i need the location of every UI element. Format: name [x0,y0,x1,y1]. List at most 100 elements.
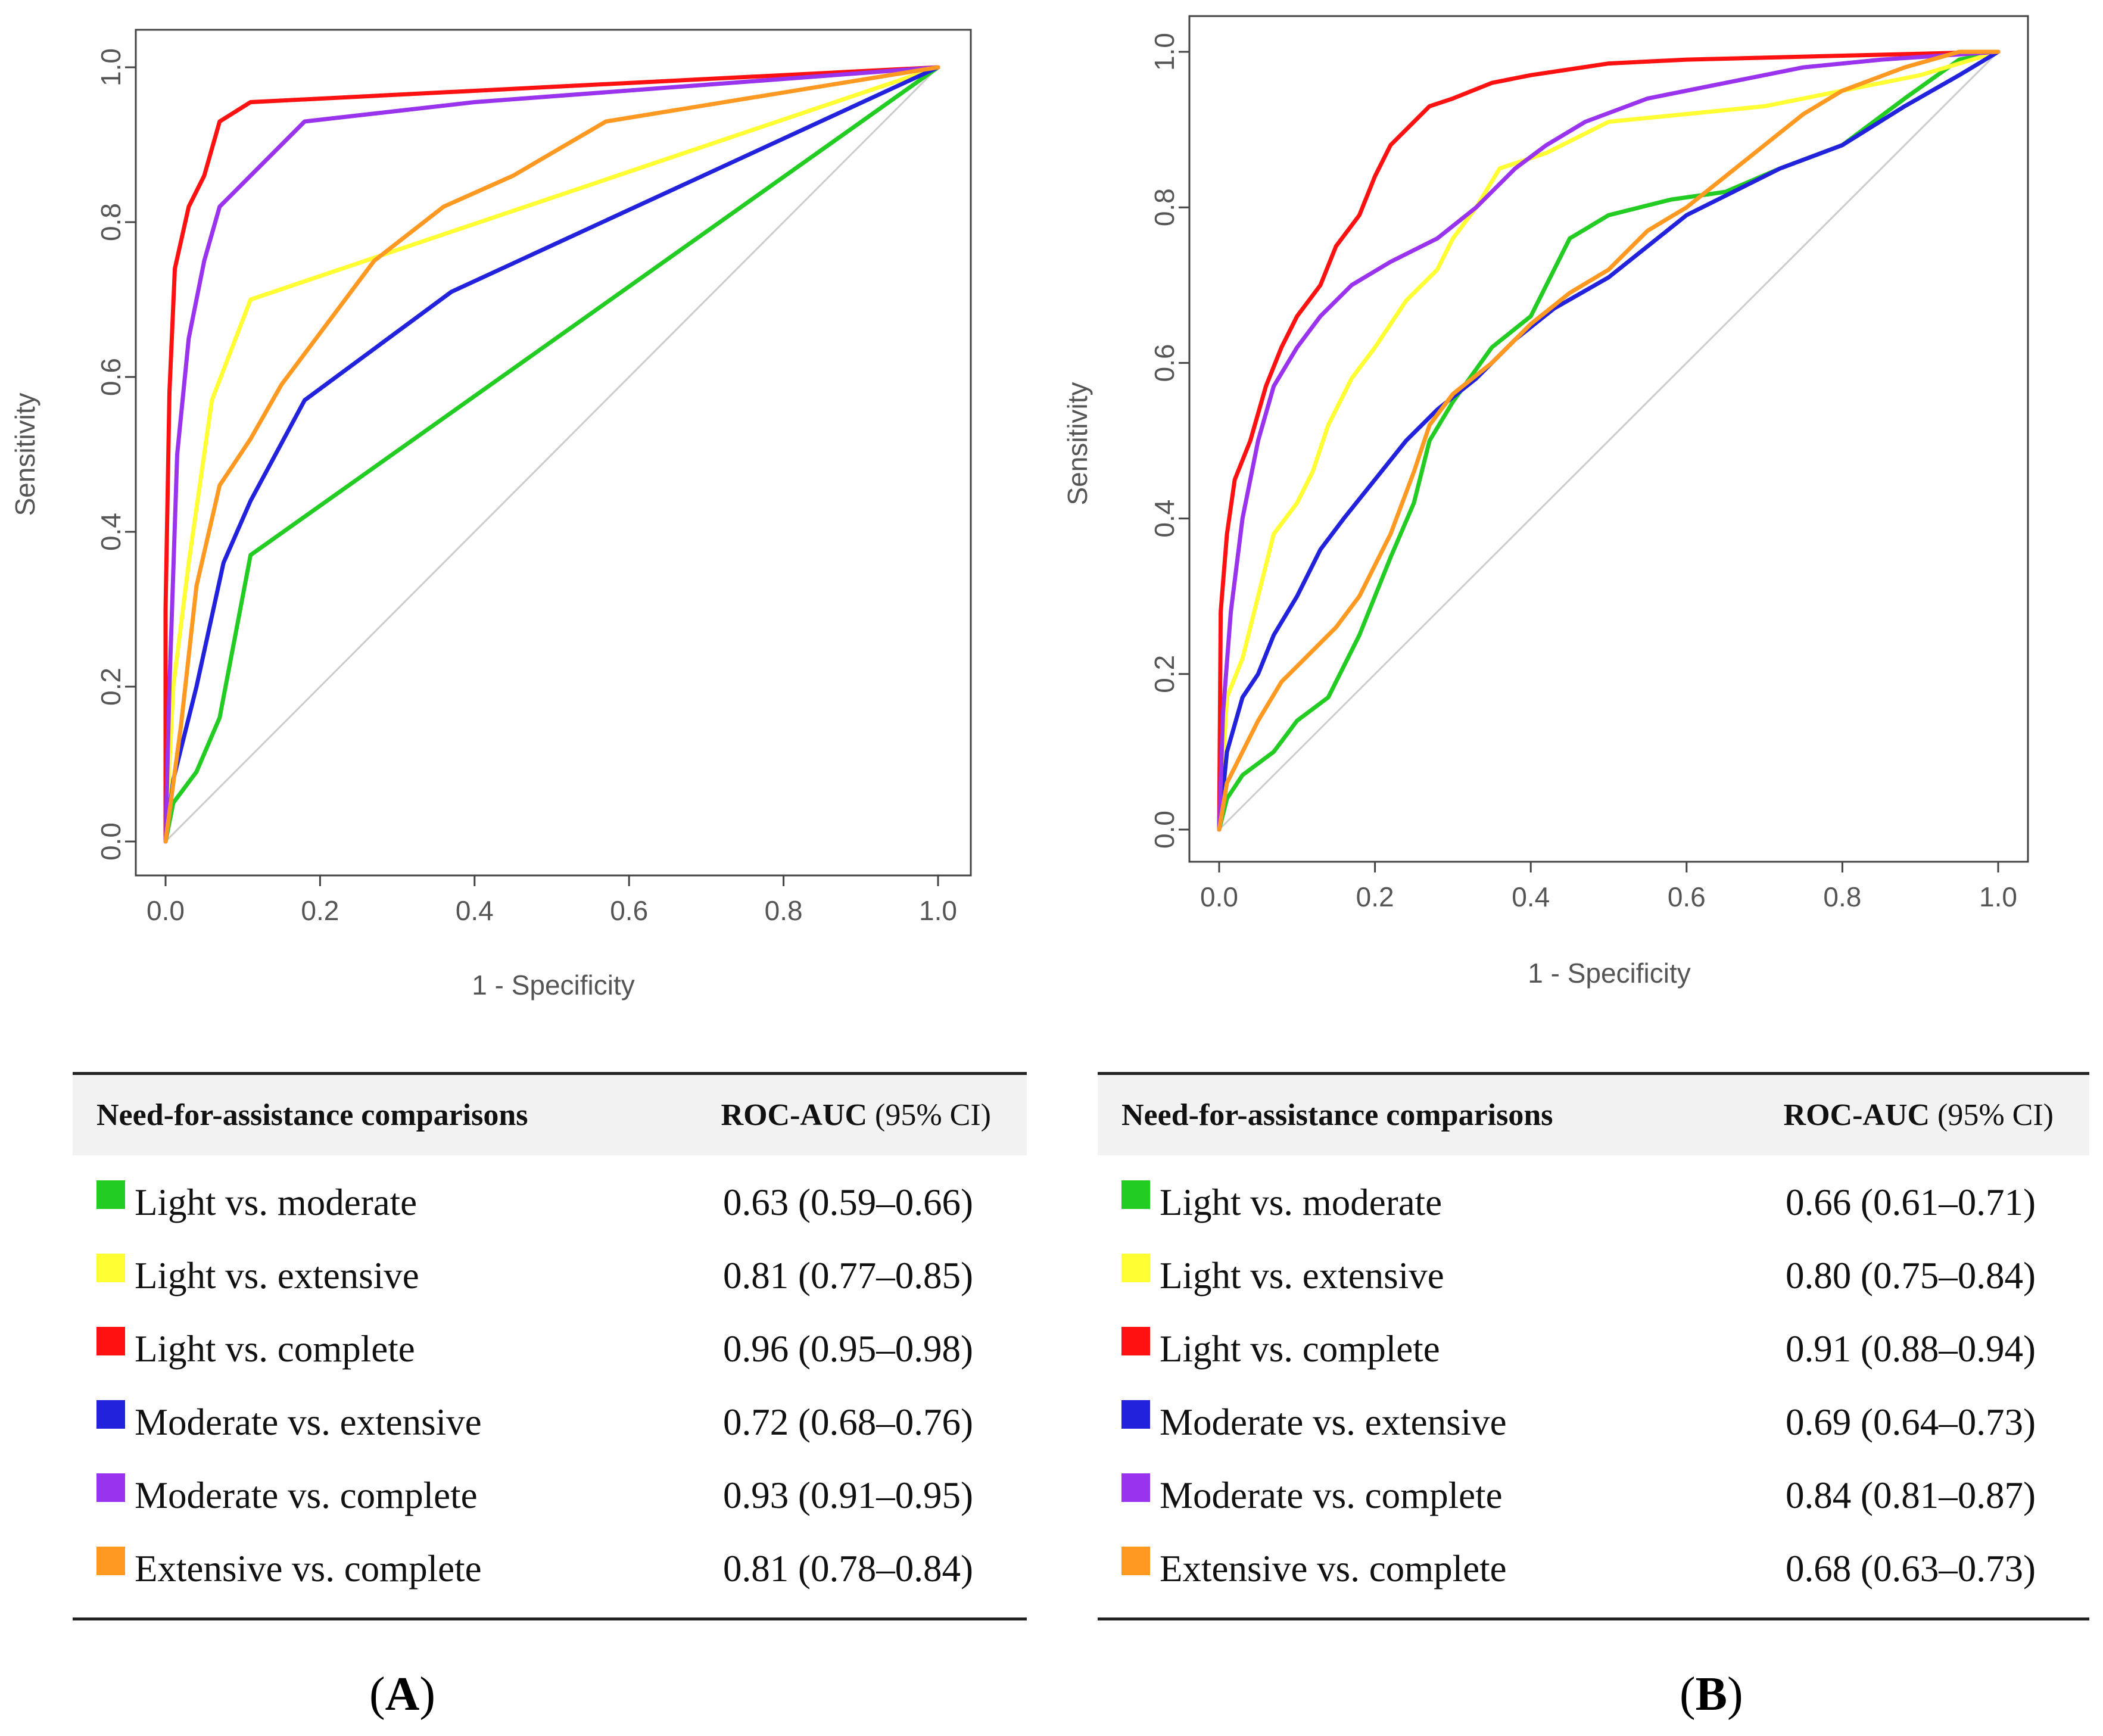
row-label: Moderate vs. extensive [135,1401,482,1443]
header-comparisons: Need-for-assistance comparisons [1121,1098,1553,1132]
row-label: Light vs. complete [1160,1328,1440,1370]
table-row: Light vs. extensive 0.81 (0.77–0.85) [73,1239,1027,1313]
roc-curve-light-vs-extensive [1217,49,2001,832]
legend-swatch [96,1253,125,1282]
row-value: 0.96 (0.95–0.98) [723,1328,973,1370]
table-row: Light vs. moderate 0.63 (0.59–0.66) [73,1166,1027,1239]
roc-curve-light-vs-extensive [163,65,940,844]
legend-swatch [96,1473,125,1502]
roc-curve-light-vs-moderate [163,65,940,844]
legend-swatch [1121,1546,1150,1575]
auc-table-a: Need-for-assistance comparisons ROC-AUC … [73,1072,1027,1620]
row-label: Extensive vs. complete [1160,1548,1507,1589]
y-tick-label: 0.8 [95,203,126,241]
legend-swatch [1121,1400,1150,1429]
table-row: Moderate vs. complete 0.84 (0.81–0.87) [1098,1459,2089,1532]
row-value: 0.91 (0.88–0.94) [1786,1328,2036,1370]
x-tick-label: 0.4 [456,895,494,926]
x-tick-label: 0.8 [1823,881,1861,912]
row-label: Light vs. extensive [135,1255,419,1296]
table-row: Moderate vs. complete 0.93 (0.91–0.95) [73,1459,1027,1532]
header-auc-label: ROC-AUC [721,1098,868,1132]
header-auc: ROC-AUC (95% CI) [1784,1098,2054,1133]
y-tick-label: 0.6 [95,358,126,396]
panel-label-a: (A) [369,1668,435,1722]
row-label: Light vs. complete [135,1328,415,1370]
x-tick-label: 1.0 [919,895,957,926]
table-header: Need-for-assistance comparisons ROC-AUC … [73,1075,1027,1155]
row-value: 0.66 (0.61–0.71) [1786,1182,2036,1223]
header-ci: (95% CI) [875,1098,991,1132]
legend-swatch [1121,1473,1150,1502]
auc-table-b: Need-for-assistance comparisons ROC-AUC … [1098,1072,2089,1620]
y-tick-label: 0.2 [1149,655,1180,693]
y-tick-label: 0.0 [95,822,126,861]
table-row: Light vs. complete 0.96 (0.95–0.98) [73,1313,1027,1386]
table-row: Extensive vs. complete 0.68 (0.63–0.73) [1098,1532,2089,1606]
roc-curve-light-vs-complete [1217,49,2001,832]
x-tick-label: 0.2 [1356,881,1394,912]
paren-close: ) [1727,1668,1743,1721]
legend-swatch [96,1326,125,1355]
y-tick-label: 0.2 [95,668,126,706]
row-value: 0.93 (0.91–0.95) [723,1475,973,1516]
roc-chart-a: 0.0 0.2 0.4 0.6 0.8 1.0 0.0 0.2 0.4 0.6 0.8 1.0 1 -… [10,29,972,1001]
legend-swatch [96,1546,125,1575]
table-header: Need-for-assistance comparisons ROC-AUC … [1098,1075,2089,1155]
row-label: Extensive vs. complete [135,1548,482,1589]
paren-open: ( [1680,1668,1696,1721]
y-tick-label: 1.0 [95,48,126,86]
reference-diagonal [164,66,939,843]
y-tick-label: 0.8 [1149,188,1180,226]
x-tick-label: 1.0 [1979,881,2017,912]
legend-swatch [1121,1180,1150,1209]
row-value: 0.63 (0.59–0.66) [723,1182,973,1223]
reference-diagonal [1218,51,1999,831]
row-value: 0.72 (0.68–0.76) [723,1401,973,1443]
row-value: 0.69 (0.64–0.73) [1786,1401,2036,1443]
x-tick-label: 0.8 [765,895,803,926]
y-tick-label: 0.4 [95,513,126,551]
table-row: Moderate vs. extensive 0.72 (0.68–0.76) [73,1386,1027,1459]
panel-label-b: (B) [1680,1668,1743,1722]
header-ci: (95% CI) [1937,1098,2054,1132]
roc-curve-extensive-vs-complete [1217,49,2001,832]
x-tick-label: 0.0 [147,895,185,926]
row-value: 0.81 (0.78–0.84) [723,1548,973,1589]
row-value: 0.68 (0.63–0.73) [1786,1548,2036,1589]
panel-letter: B [1695,1668,1727,1721]
roc-curve-light-vs-complete [163,65,940,844]
panel-letter: A [385,1668,420,1721]
y-tick-label: 0.6 [1149,344,1180,382]
paren-close: ) [419,1668,436,1721]
header-comparisons: Need-for-assistance comparisons [96,1098,528,1132]
row-label: Light vs. extensive [1160,1255,1444,1296]
x-axis-label: 1 - Specificity [1528,958,1691,989]
paren-open: ( [369,1668,385,1721]
y-tick-label: 0.0 [1149,811,1180,849]
x-axis-label: 1 - Specificity [472,970,635,1001]
row-value: 0.80 (0.75–0.84) [1786,1255,2036,1296]
table-row: Light vs. extensive 0.80 (0.75–0.84) [1098,1239,2089,1313]
row-value: 0.84 (0.81–0.87) [1786,1475,2036,1516]
y-tick-label: 0.4 [1149,500,1180,538]
x-tick-label: 0.6 [1668,881,1706,912]
x-tick-label: 0.6 [610,895,648,926]
row-value: 0.81 (0.77–0.85) [723,1255,973,1296]
header-auc-label: ROC-AUC [1783,1098,1930,1132]
row-label: Moderate vs. complete [1160,1475,1503,1516]
roc-curve-moderate-vs-complete [163,65,940,844]
legend-swatch [1121,1253,1150,1282]
table-row: Light vs. moderate 0.66 (0.61–0.71) [1098,1166,2089,1239]
table-row: Extensive vs. complete 0.81 (0.78–0.84) [73,1532,1027,1606]
x-tick-label: 0.4 [1512,881,1550,912]
header-auc: ROC-AUC (95% CI) [721,1098,991,1133]
row-label: Light vs. moderate [1160,1182,1442,1223]
y-axis-label: Sensitivity [1062,382,1093,505]
row-label: Moderate vs. extensive [1160,1401,1507,1443]
roc-chart-b: 0.0 0.2 0.4 0.6 0.8 1.0 0.0 0.2 0.4 0.6 0.8 1.0 1 -… [1062,15,2029,989]
roc-curve-extensive-vs-complete [163,65,940,844]
roc-curve-moderate-vs-complete [1217,49,2001,832]
table-row: Light vs. complete 0.91 (0.88–0.94) [1098,1313,2089,1386]
row-label: Moderate vs. complete [135,1475,478,1516]
